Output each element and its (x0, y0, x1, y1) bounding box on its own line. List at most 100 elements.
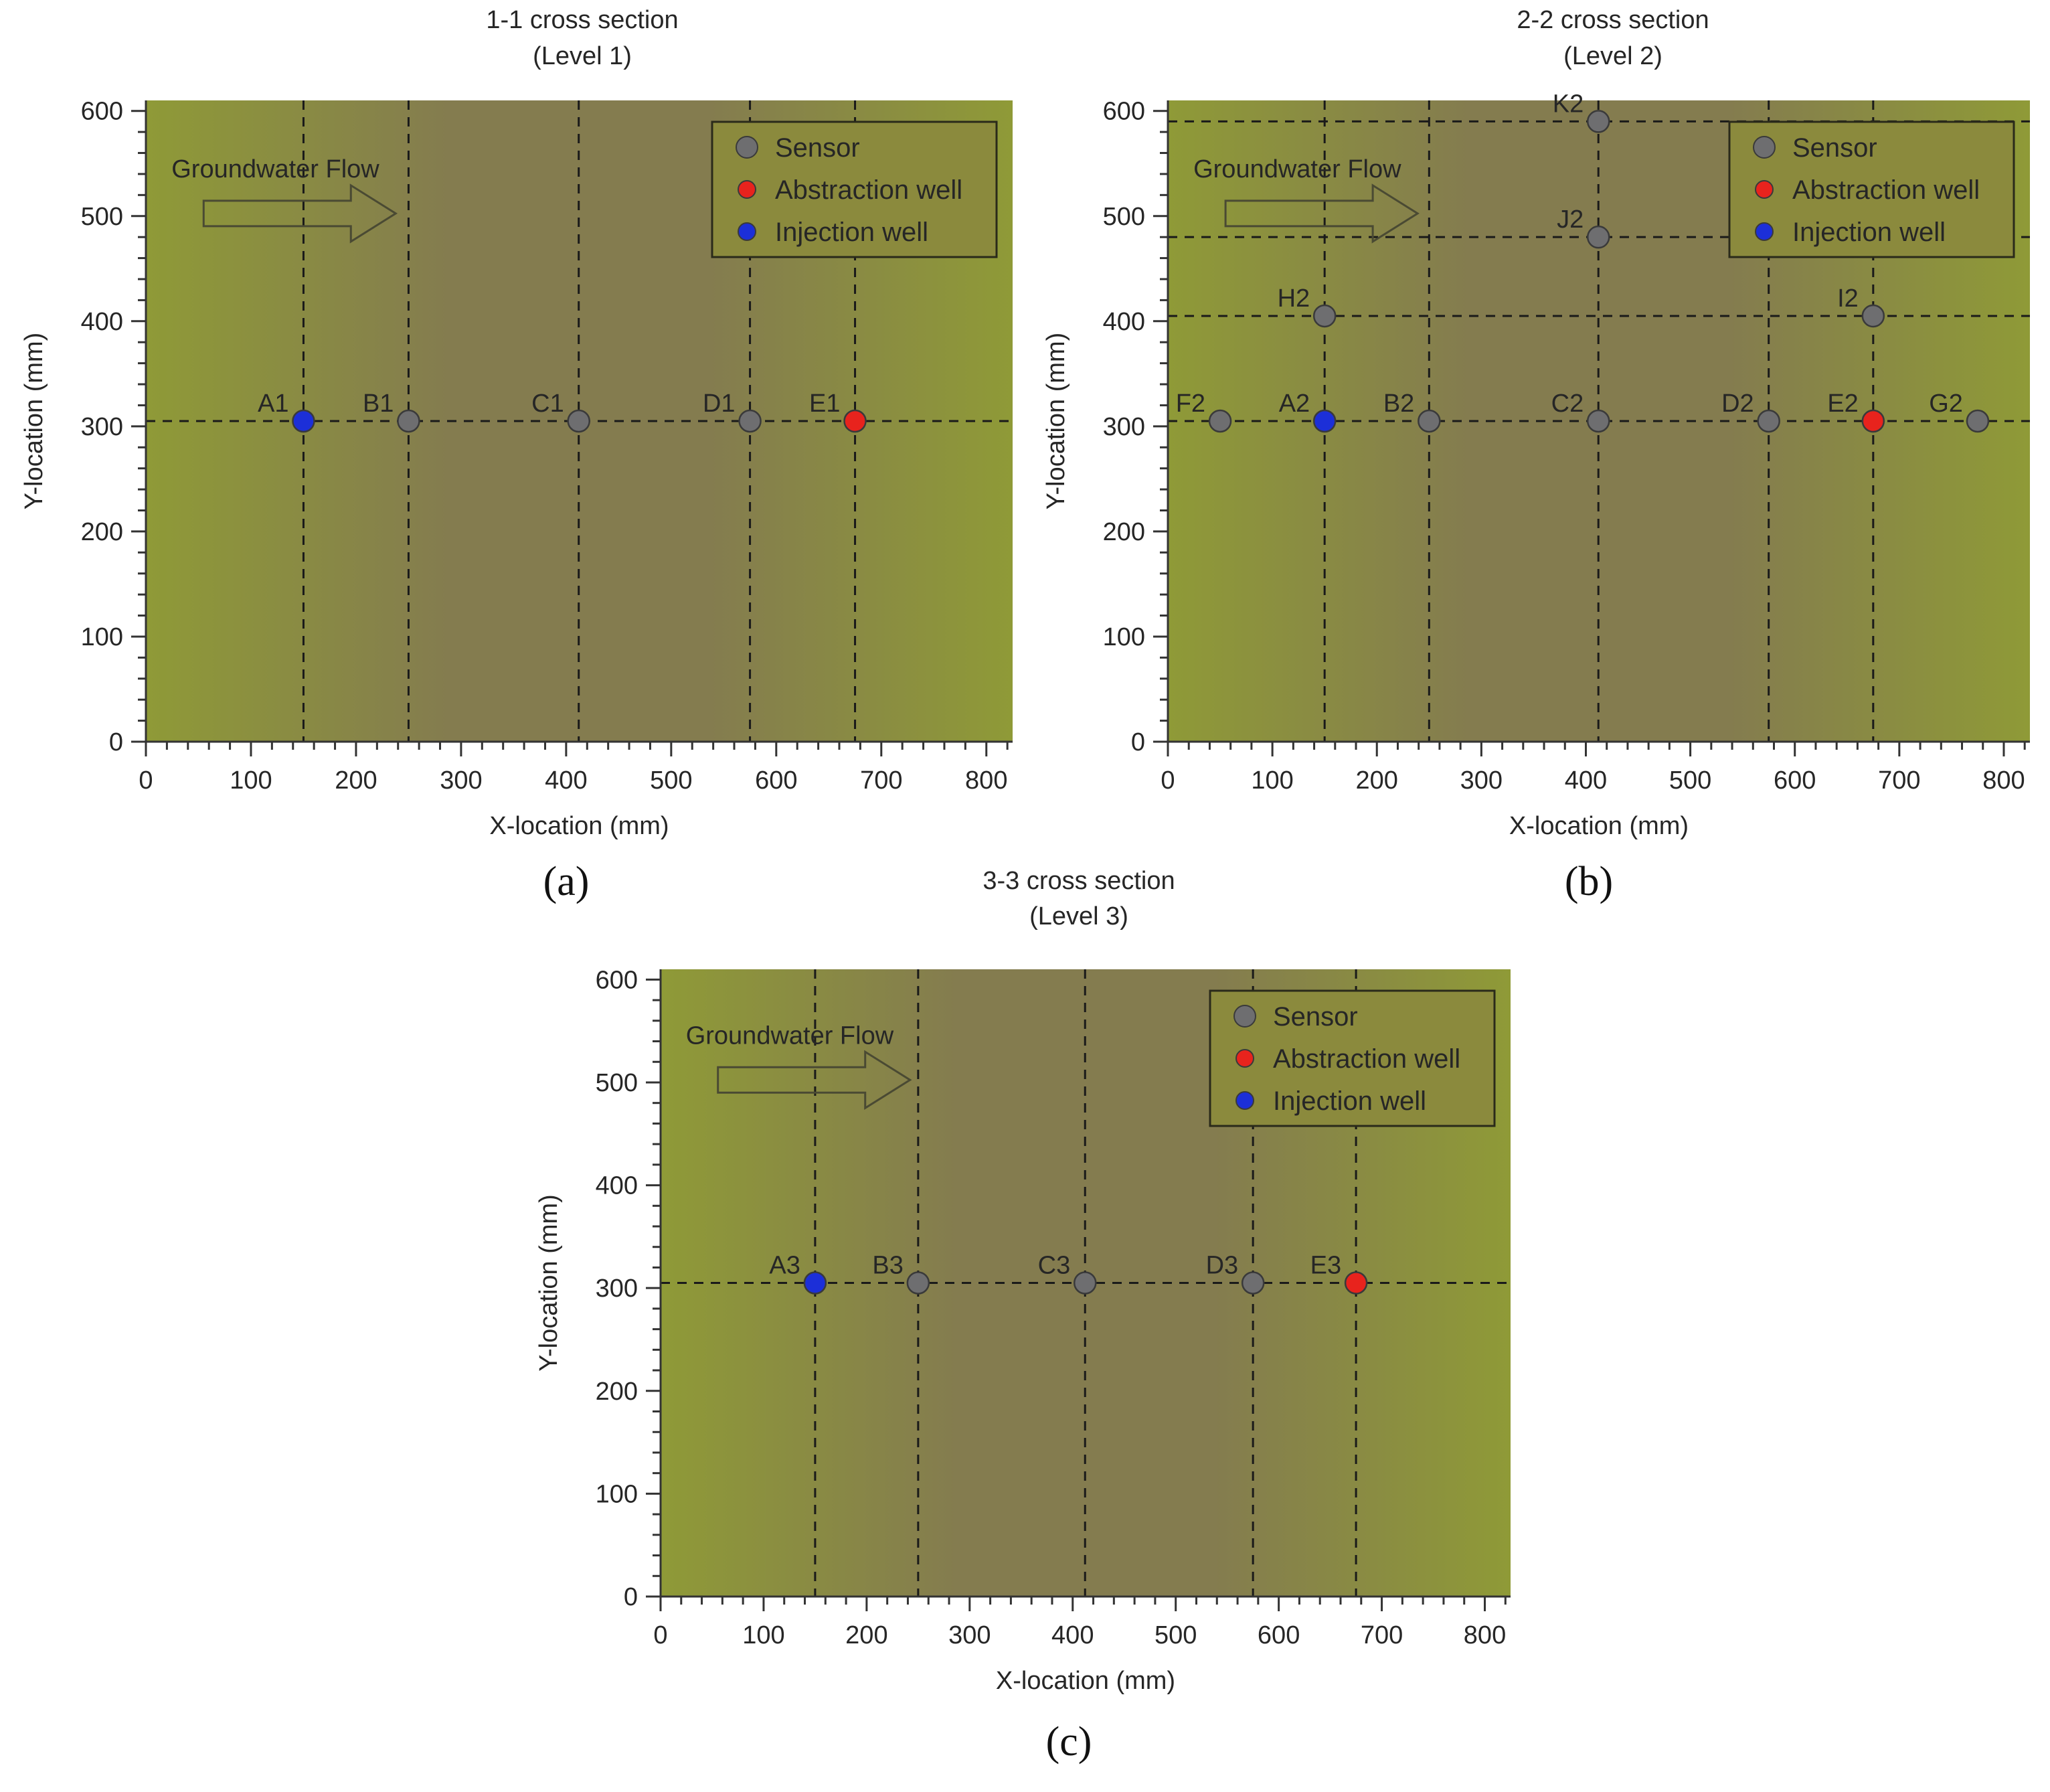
chart-subtitle: (Level 2) (1563, 42, 1662, 70)
x-tick-label: 700 (860, 766, 902, 795)
sensor-point (1418, 409, 1441, 433)
y-tick-label: 300 (81, 413, 123, 441)
point-label: C2 (1551, 390, 1584, 418)
y-tick-label: 400 (81, 308, 123, 336)
x-tick-label: 300 (948, 1621, 991, 1649)
injection-well-point (292, 409, 315, 433)
chart-title: 3-3 cross section (983, 867, 1175, 895)
legend-label: Abstraction well (1792, 175, 1980, 205)
legend-label: Injection well (775, 218, 928, 247)
flow-arrow-icon (202, 183, 398, 244)
chart-title: 1-1 cross section (486, 6, 678, 34)
y-tick-label: 300 (596, 1275, 638, 1303)
point-label: H2 (1278, 284, 1310, 313)
y-tick-label: 200 (1103, 518, 1145, 546)
point-label: B1 (363, 390, 394, 418)
y-tick-label: 300 (1103, 413, 1145, 441)
x-tick-label: 400 (1051, 1621, 1094, 1649)
y-axis-title: Y-location (mm) (1042, 333, 1070, 510)
legend-label: Abstraction well (775, 175, 962, 205)
y-tick-label: 500 (1103, 203, 1145, 231)
sensor-point (1966, 409, 1990, 433)
y-tick-label: 600 (596, 966, 638, 994)
x-tick-label: 100 (1251, 766, 1293, 795)
panel-caption: (c) (1046, 1719, 1092, 1765)
abstraction-well-point (1344, 1271, 1368, 1295)
x-tick-label: 100 (742, 1621, 784, 1649)
y-axis-title: Y-location (mm) (20, 333, 48, 510)
panel-caption: (a) (543, 859, 590, 904)
sensor-point (1586, 110, 1610, 133)
x-tick-label: 200 (335, 766, 377, 795)
legend-label: Injection well (1792, 218, 1946, 247)
chart-panel-a: 1-1 cross section (Level 1) 0 100 200 300 400 5… (20, 6, 1013, 904)
point-label: F2 (1176, 390, 1205, 418)
sensor-point (1757, 409, 1780, 433)
sensor-point (397, 409, 420, 433)
legend-injection-well-icon (1755, 222, 1774, 241)
y-tick-label: 100 (1103, 623, 1145, 651)
chart-panel-c: 3-3 cross section (Level 3) 0 100 200 300 400 5… (535, 867, 1511, 1765)
y-tick-label: 600 (81, 98, 123, 126)
y-tick-label: 0 (109, 728, 123, 756)
sensor-point (1861, 304, 1885, 328)
legend-sensor-icon (1753, 136, 1776, 159)
x-axis-title: X-location (mm) (1509, 812, 1689, 840)
point-label: C1 (531, 390, 564, 418)
sensor-point (906, 1271, 930, 1295)
point-label: E2 (1827, 390, 1858, 418)
x-tick-label: 600 (1774, 766, 1816, 795)
abstraction-well-point (843, 409, 867, 433)
point-label: K2 (1553, 90, 1584, 118)
x-tick-label: 600 (1258, 1621, 1300, 1649)
x-tick-label: 600 (755, 766, 797, 795)
x-tick-label: 400 (1565, 766, 1607, 795)
point-label: A3 (769, 1252, 800, 1280)
y-tick-label: 500 (81, 203, 123, 231)
point-label: E3 (1310, 1252, 1341, 1280)
x-tick-label: 800 (1464, 1621, 1506, 1649)
x-tick-label: 700 (1878, 766, 1920, 795)
sensor-point (1586, 409, 1610, 433)
charts-root: 1-1 cross section (Level 1) 0 100 200 300 400 5… (20, 6, 2030, 1765)
y-tick-label: 400 (596, 1172, 638, 1200)
flow-label: Groundwater Flow (171, 155, 379, 183)
legend-injection-well-icon (1235, 1091, 1254, 1110)
x-tick-label: 400 (545, 766, 587, 795)
flow-label: Groundwater Flow (1193, 155, 1401, 183)
chart-panel-b: 2-2 cross section (Level 2) 0 100 200 300 400 5… (1042, 6, 2030, 904)
injection-well-point (803, 1271, 827, 1295)
y-tick-label: 500 (596, 1069, 638, 1097)
legend-label: Sensor (1273, 1002, 1358, 1032)
x-axis-title: X-location (mm) (489, 812, 669, 840)
x-tick-label: 800 (1982, 766, 2025, 795)
x-tick-label: 300 (440, 766, 482, 795)
chart-subtitle: (Level 3) (1029, 902, 1128, 930)
x-tick-label: 100 (230, 766, 272, 795)
sensor-point (1241, 1271, 1265, 1295)
panel-caption: (b) (1565, 859, 1613, 904)
x-tick-label: 500 (650, 766, 692, 795)
point-label: D2 (1721, 390, 1754, 418)
y-tick-label: 200 (81, 518, 123, 546)
point-label: D1 (703, 390, 736, 418)
point-label: B2 (1383, 390, 1414, 418)
point-label: D3 (1206, 1252, 1239, 1280)
x-axis-title: X-location (mm) (996, 1667, 1175, 1695)
x-tick-label: 0 (139, 766, 153, 795)
point-label: A1 (258, 390, 288, 418)
point-label: I2 (1837, 284, 1859, 313)
y-tick-label: 0 (1131, 728, 1145, 756)
x-tick-label: 300 (1460, 766, 1503, 795)
legend-box (1728, 120, 2015, 258)
y-tick-label: 100 (596, 1480, 638, 1508)
legend-abstraction-well-icon (738, 180, 756, 199)
legend-abstraction-well-icon (1755, 180, 1774, 199)
y-tick-label: 100 (81, 623, 123, 651)
point-label: B3 (872, 1252, 903, 1280)
y-tick-label: 200 (596, 1378, 638, 1406)
flow-arrow-icon (717, 1050, 912, 1110)
legend-label: Abstraction well (1273, 1044, 1460, 1074)
flow-label: Groundwater Flow (686, 1022, 894, 1050)
